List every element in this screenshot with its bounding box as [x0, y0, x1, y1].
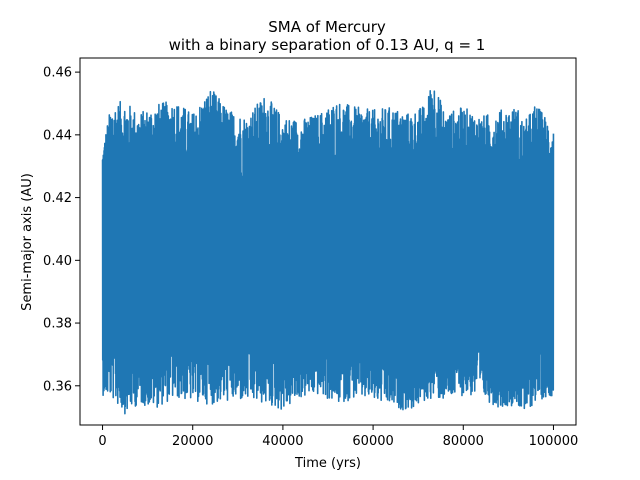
x-tick-label: 60000: [352, 434, 393, 449]
axes-frame: [79, 57, 577, 426]
chart-subtitle: with a binary separation of 0.13 AU, q =…: [169, 36, 486, 54]
y-tick-label: 0.36: [43, 379, 72, 394]
y-tick-label: 0.46: [43, 66, 72, 81]
series-line: [101, 89, 555, 415]
y-tick-label: 0.38: [43, 317, 72, 332]
y-tick-label: 0.42: [43, 191, 72, 206]
y-tick-label: 0.40: [43, 254, 72, 269]
x-axis-ticks: 0 20000 40000 60000 80000 100000: [98, 425, 578, 449]
chart-title: SMA of Mercury: [268, 18, 386, 36]
x-axis-label: Time (yrs): [294, 456, 361, 471]
x-tick-label: 100000: [529, 434, 579, 449]
x-tick-label: 80000: [443, 434, 484, 449]
y-axis-ticks: 0.36 0.38 0.40 0.42 0.44 0.46: [43, 66, 80, 394]
y-axis-label: Semi-major axis (AU): [20, 173, 35, 311]
y-tick-label: 0.44: [43, 128, 72, 143]
x-tick-label: 40000: [262, 434, 303, 449]
plot-area: [101, 89, 555, 415]
x-tick-label: 0: [98, 434, 106, 449]
x-tick-label: 20000: [172, 434, 213, 449]
